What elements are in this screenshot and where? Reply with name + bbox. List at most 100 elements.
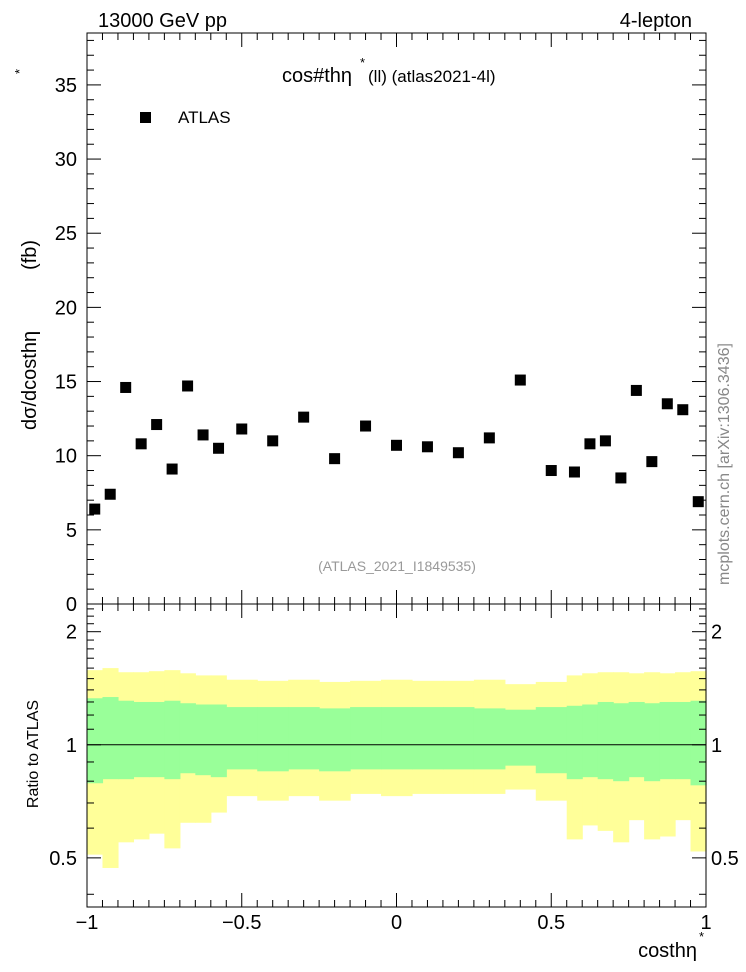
- x-axis-label: costhη: [638, 940, 697, 962]
- atlas-data-point: [599, 435, 611, 447]
- green-band-bin: [442, 707, 475, 770]
- atlas-data-point: [568, 466, 580, 478]
- atlas-data-point: [584, 438, 596, 450]
- analysis-id-label: (ATLAS_2021_I1849535): [318, 558, 476, 574]
- atlas-data-point: [120, 381, 132, 393]
- green-band-bin: [597, 701, 614, 780]
- main-y-axis-label: dσ/dcosthη: [19, 331, 41, 430]
- atlas-data-point: [298, 411, 310, 423]
- green-band-bin: [319, 708, 351, 772]
- atlas-data-point: [630, 384, 642, 396]
- main-y-axis-sup: *: [12, 69, 27, 74]
- atlas-data-point: [151, 419, 163, 431]
- green-band-bin: [350, 707, 382, 770]
- green-band-bin: [102, 697, 119, 780]
- main-y-tick-label: 0: [66, 594, 77, 616]
- atlas-data-point: [236, 423, 248, 435]
- atlas-data-point: [182, 380, 194, 392]
- legend: ATLAS: [140, 108, 231, 127]
- green-band-bin: [195, 704, 212, 776]
- green-band-bin: [226, 707, 258, 770]
- atlas-data-point: [197, 429, 209, 441]
- green-band-bin: [613, 703, 630, 782]
- main-y-ticks: [87, 39, 706, 605]
- atlas-data-point: [135, 438, 147, 450]
- main-y-tick-label: 20: [55, 297, 77, 319]
- green-band-bin: [675, 701, 692, 780]
- green-band-bin: [535, 707, 568, 774]
- atlas-data-point: [483, 432, 495, 444]
- atlas-data-point: [213, 442, 225, 454]
- main-y-tick-label: 5: [66, 520, 77, 542]
- green-band-bin: [148, 701, 165, 778]
- main-y-tick-label: 30: [55, 149, 77, 171]
- process-label: 4-lepton: [620, 10, 692, 32]
- main-y-tick-label: 25: [55, 223, 77, 245]
- green-band-bin: [210, 704, 227, 778]
- energy-label: 13000 GeV pp: [98, 10, 227, 32]
- ratio-y-ticks: [87, 608, 706, 895]
- green-band-bin: [566, 705, 583, 780]
- atlas-data-point: [514, 374, 526, 386]
- main-y-axis-unit: (fb): [19, 240, 41, 270]
- atlas-data-point: [692, 496, 704, 508]
- green-band-bin: [690, 700, 707, 786]
- main-y-axis-title: dσ/dcosthη * (fb): [12, 69, 41, 430]
- green-band-bin: [257, 707, 289, 772]
- green-band-bin: [179, 703, 196, 774]
- atlas-data-point: [267, 435, 279, 447]
- atlas-data-point: [421, 441, 433, 453]
- atlas-data-point: [89, 503, 101, 515]
- ratio-panel: 0.5 0.5 1 1 2 2 −1 −0.5 0 0.5 1 Ratio to ATLAS co…: [25, 603, 739, 962]
- atlas-data-point: [104, 488, 116, 500]
- atlas-data-point: [661, 398, 673, 410]
- ratio-y-tick-label: 2: [66, 622, 77, 644]
- plot-title-suffix: (ll) (atlas2021-4l): [368, 67, 496, 86]
- plot-title-main: cos#thη: [282, 65, 352, 87]
- ratio-y-tick-label: 1: [66, 735, 77, 757]
- green-band-bin: [411, 707, 444, 770]
- ratio-y-axis-label: Ratio to ATLAS: [25, 700, 42, 808]
- main-y-tick-label: 15: [55, 372, 77, 394]
- green-band-bin: [288, 707, 320, 770]
- ratio-x-tick-label: −0.5: [222, 912, 261, 934]
- green-band-bin: [87, 698, 104, 784]
- main-panel: 0 5 10 15 20 25 30 35 dσ/dcosthη * (fb) ATLAS: [12, 32, 707, 616]
- ratio-bands: [87, 668, 707, 868]
- ratio-x-tick-label: 0.5: [537, 912, 565, 934]
- plot-title-sup: *: [360, 55, 365, 70]
- ratio-y-tick-label: 0.5: [49, 848, 77, 870]
- ratio-y-tick-label-right: 2: [711, 622, 722, 644]
- side-label: mcplots.cern.ch [arXiv:1306.3436]: [716, 343, 733, 585]
- atlas-data-points: [89, 374, 704, 515]
- ratio-x-tick-label: 0: [391, 912, 402, 934]
- legend-marker-atlas: [140, 112, 151, 123]
- green-band-bin: [504, 709, 537, 766]
- x-axis-sup: *: [699, 929, 704, 944]
- legend-label-atlas: ATLAS: [178, 108, 231, 127]
- ratio-y-tick-label-right: 0.5: [711, 848, 739, 870]
- atlas-data-point: [452, 447, 464, 459]
- ratio-x-tick-label: −1: [76, 912, 99, 934]
- green-band-bin: [582, 704, 599, 778]
- green-band-bin: [381, 707, 413, 770]
- ratio-x-tick-label: 1: [700, 912, 711, 934]
- green-band-bin: [117, 700, 135, 780]
- atlas-data-point: [329, 453, 341, 465]
- atlas-data-point: [360, 420, 372, 432]
- green-band-bin: [133, 701, 150, 778]
- main-y-tick-labels: 0 5 10 15 20 25 30 35: [55, 75, 77, 616]
- x-axis-title: costhη *: [638, 929, 704, 962]
- green-band-bin: [659, 701, 676, 780]
- main-y-tick-label: 10: [55, 446, 77, 468]
- main-x-ticks: [86, 33, 707, 604]
- green-band-bin: [644, 703, 661, 782]
- ratio-x-tick-labels: −1 −0.5 0 0.5 1: [76, 912, 712, 934]
- green-band-bin: [164, 700, 181, 780]
- atlas-data-point: [545, 465, 557, 477]
- ratio-y-tick-label-right: 1: [711, 735, 722, 757]
- atlas-data-point: [615, 472, 627, 484]
- green-band-bin: [473, 708, 506, 770]
- plot-title: cos#thη * (ll) (atlas2021-4l): [282, 55, 496, 87]
